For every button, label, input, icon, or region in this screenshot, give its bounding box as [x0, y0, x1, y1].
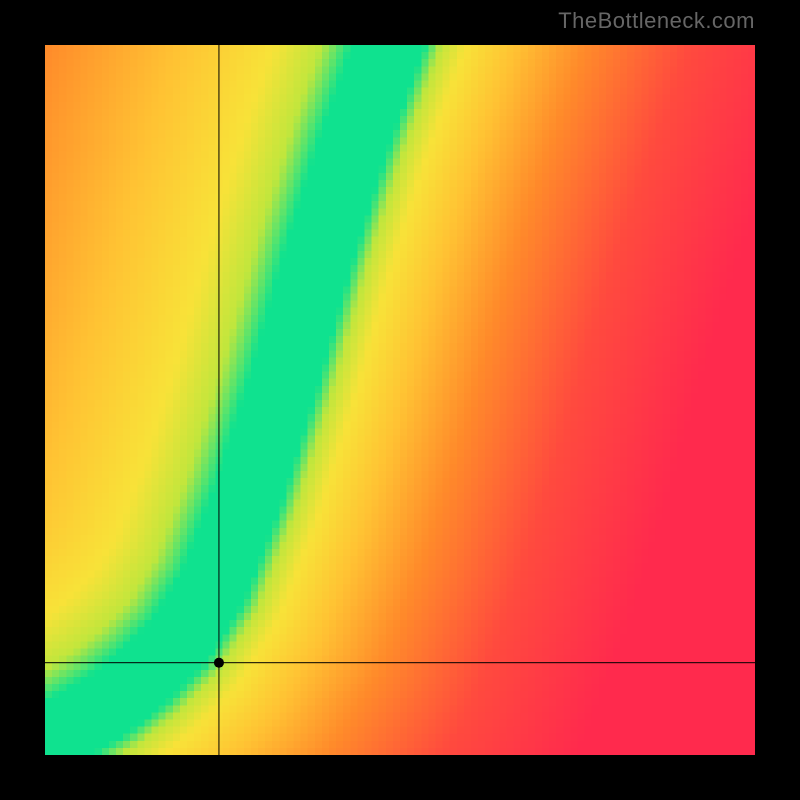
- crosshair-overlay: [45, 45, 755, 755]
- watermark-text: TheBottleneck.com: [558, 8, 755, 34]
